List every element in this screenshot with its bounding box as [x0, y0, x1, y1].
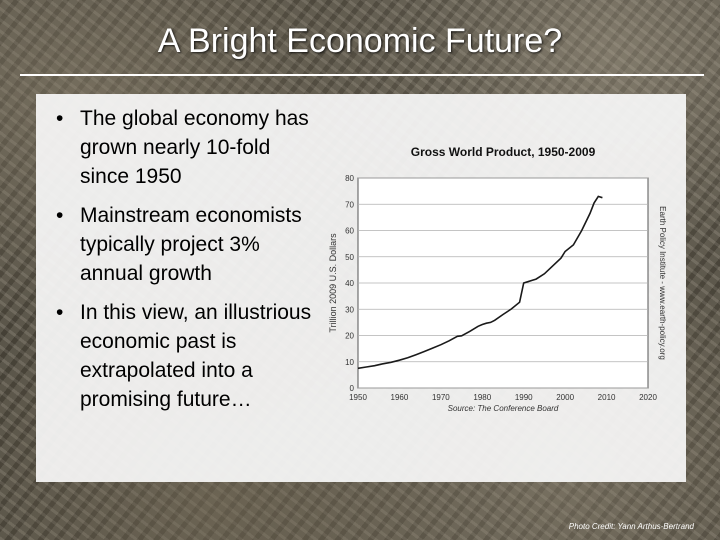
x-tick-label: 2010 — [598, 393, 616, 402]
chart-title: Gross World Product, 1950-2009 — [411, 145, 596, 159]
gridlines — [358, 177, 648, 389]
bullet-text: The global economy has grown nearly 10-f… — [80, 107, 309, 188]
y-tick-label: 30 — [345, 305, 354, 314]
y-tick-label: 50 — [345, 253, 354, 262]
title-divider — [20, 74, 704, 76]
x-tick-label: 1960 — [391, 393, 409, 402]
x-tick-labels: 1950 1960 1970 1980 1990 2000 2010 2020 — [349, 393, 657, 402]
y-tick-label: 10 — [345, 358, 354, 367]
bullet-text: Mainstream economists typically project … — [80, 204, 302, 285]
bullet-text: In this view, an illustrious economic pa… — [80, 301, 312, 411]
y-tick-label: 60 — [345, 227, 354, 236]
bullet-icon: • — [56, 204, 64, 227]
bullet-icon: • — [56, 301, 64, 324]
content-panel: • The global economy has grown nearly 10-… — [36, 94, 686, 482]
chart-source: Source: The Conference Board — [448, 404, 559, 413]
chart-watermark: Earth Policy Institute - www.earth-polic… — [658, 206, 667, 360]
x-tick-label: 1990 — [515, 393, 533, 402]
y-tick-label: 70 — [345, 200, 354, 209]
x-tick-label: 1970 — [432, 393, 450, 402]
x-tick-label: 1980 — [473, 393, 491, 402]
y-axis-label: Trillion 2009 U.S. Dollars — [328, 233, 338, 333]
bullet-list: • The global economy has grown nearly 10-… — [56, 104, 321, 424]
bullet-item: • Mainstream economists typically project… — [56, 201, 321, 288]
y-tick-label: 80 — [345, 174, 354, 183]
y-tick-labels: 0 10 20 30 40 50 60 70 80 — [345, 174, 354, 393]
x-tick-label: 1950 — [349, 393, 367, 402]
series-line — [357, 195, 603, 370]
y-tick-label: 20 — [345, 332, 354, 341]
bullet-item: • In this view, an illustrious economic p… — [56, 298, 321, 414]
x-tick-label: 2000 — [556, 393, 574, 402]
x-tick-label: 2020 — [639, 393, 657, 402]
bullet-icon: • — [56, 107, 64, 130]
slide-title: A Bright Economic Future? — [157, 22, 563, 60]
gross-world-product-chart: Gross World Product, 1950-2009 Trillion … — [328, 138, 668, 468]
bullet-item: • The global economy has grown nearly 10-… — [56, 104, 321, 191]
chart-svg: Gross World Product, 1950-2009 Trillion … — [328, 145, 667, 413]
y-tick-label: 0 — [350, 384, 355, 393]
y-tick-label: 40 — [345, 279, 354, 288]
photo-credit: Photo Credit: Yann Arthus-Bertrand — [568, 522, 694, 531]
